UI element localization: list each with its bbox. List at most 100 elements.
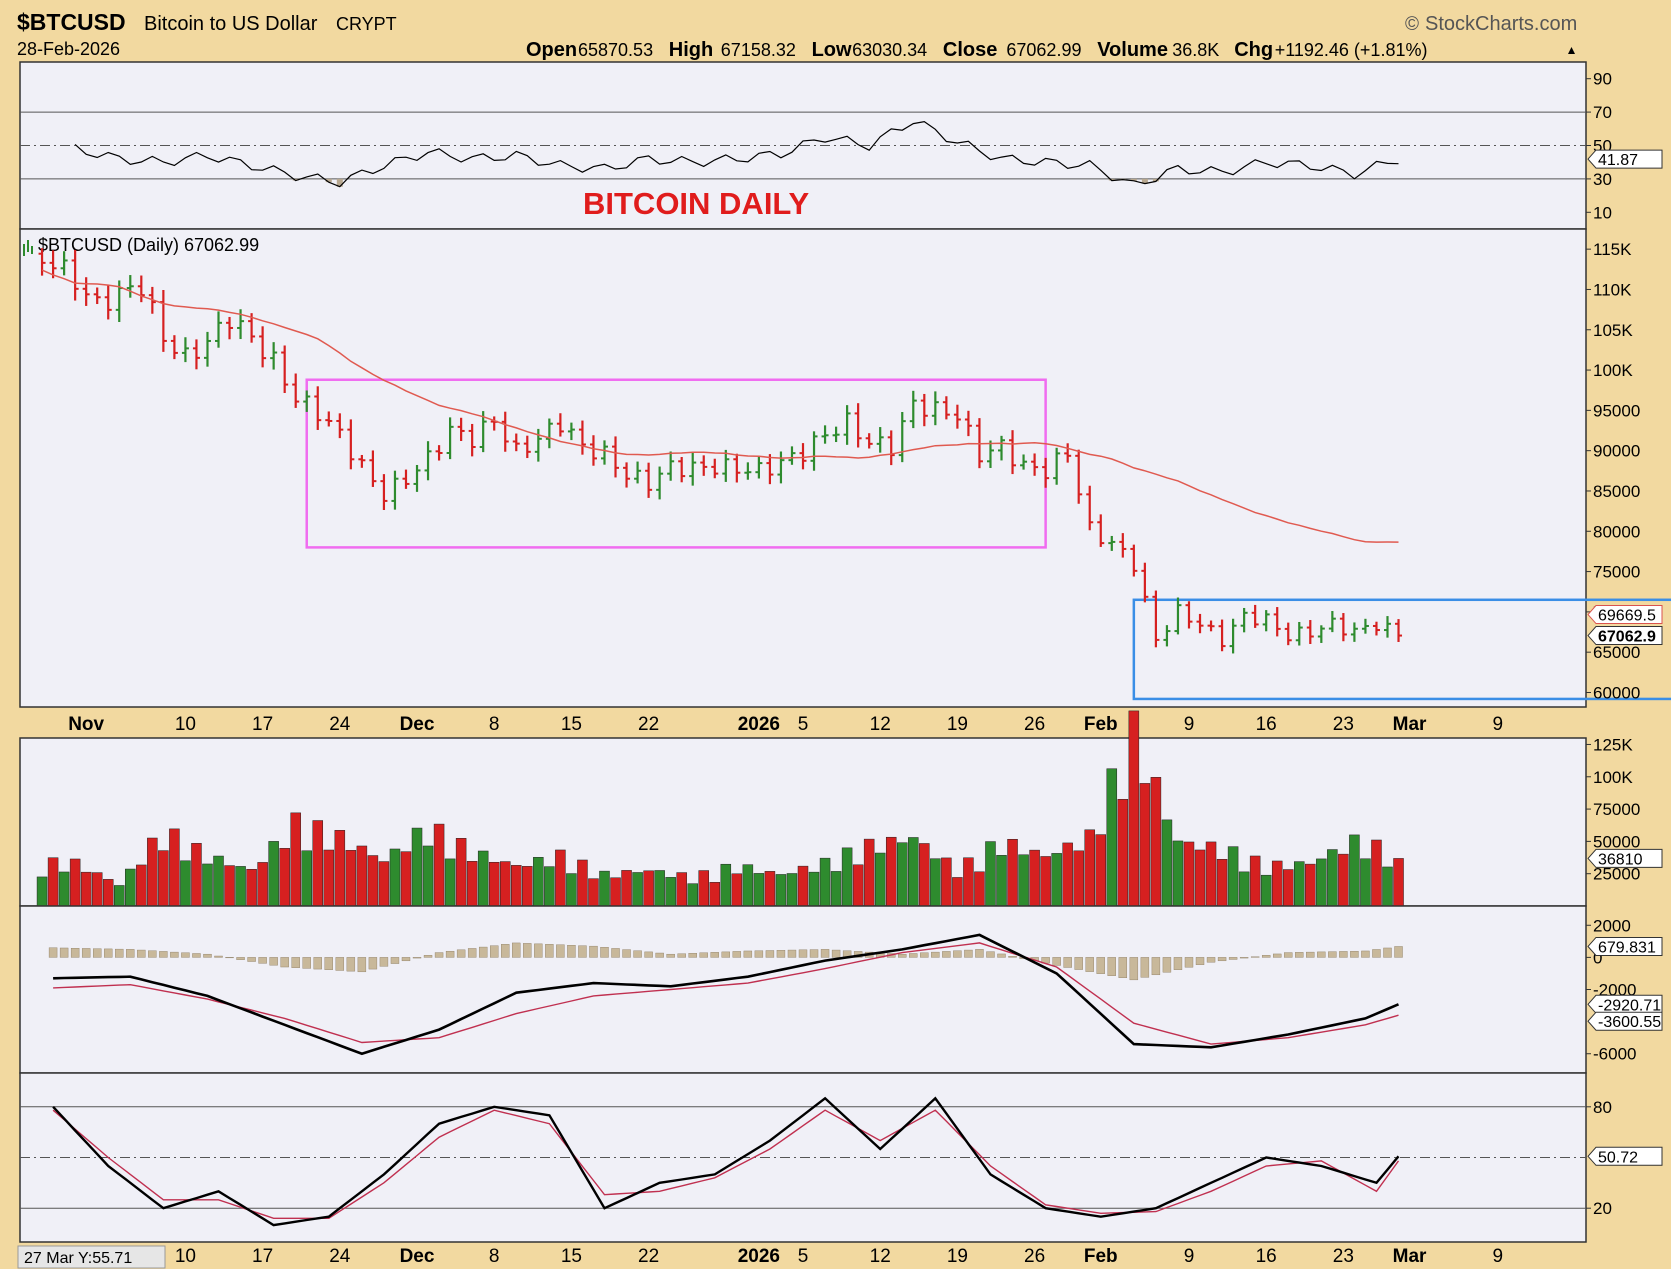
volume-bar	[257, 862, 268, 907]
macd-histogram-bar	[137, 949, 146, 958]
x-axis-label: 5	[798, 1246, 809, 1267]
volume-bar	[356, 845, 368, 907]
macd-panel: 2000 0 -2000 -6000 679.831 -2920.71-3600.55	[19, 905, 1663, 1074]
volume-bar	[643, 870, 654, 907]
volume-bar	[863, 838, 875, 907]
x-axis-label: Feb	[1084, 1246, 1118, 1267]
macd-histogram-bar	[644, 951, 653, 958]
volume-bar	[588, 878, 599, 907]
volume-bar	[147, 837, 158, 907]
volume-bar	[389, 848, 401, 907]
volume-bar	[797, 865, 809, 907]
stochastic-d-line	[52, 1109, 1400, 1219]
macd-tick-label: 0	[1593, 948, 1602, 967]
macd-signal-line	[53, 942, 1399, 1045]
macd-histogram-bar	[666, 953, 675, 958]
volume-bar	[819, 857, 831, 907]
volume-bar	[511, 865, 522, 907]
volume-bar	[610, 877, 621, 907]
volume-bar	[742, 864, 754, 907]
x-axis-label: Mar	[1393, 714, 1427, 735]
x-axis-label: 17	[252, 714, 273, 735]
x-axis-label: 16	[1256, 1246, 1277, 1267]
volume-bar	[69, 858, 81, 907]
x-axis-label: 23	[1333, 714, 1354, 735]
macd-histogram-bar	[831, 949, 841, 958]
macd-histogram-bar	[1350, 950, 1359, 958]
macd-histogram-bar	[743, 950, 753, 958]
volume-bar	[499, 861, 511, 907]
volume-bar	[919, 843, 930, 907]
macd-histogram-bar	[611, 948, 620, 958]
rsi-tick-label: 70	[1593, 103, 1612, 122]
macd-histogram-tag: 679.831	[1598, 939, 1656, 956]
macd-histogram-bar	[1184, 957, 1194, 968]
volume-bar	[235, 866, 246, 907]
volume-bar	[169, 828, 180, 907]
volume-bar	[158, 850, 169, 907]
price-tick-label: 80000	[1593, 522, 1640, 541]
macd-histogram-bar	[368, 957, 378, 970]
volume-bar	[533, 857, 544, 907]
quote-open-value: 65870.53	[578, 40, 653, 60]
volume-bar	[908, 837, 919, 907]
volume-tick-label: 100K	[1593, 768, 1633, 787]
macd-histogram-bar	[280, 957, 289, 968]
macd-histogram-bar	[1085, 957, 1094, 972]
macd-histogram-bar	[379, 957, 389, 967]
macd-histogram-bar	[622, 949, 631, 958]
volume-bar	[720, 863, 732, 907]
macd-histogram-bar	[655, 952, 664, 958]
x-axis-label: 22	[638, 714, 659, 735]
macd-signal-tag-box	[1587, 1011, 1663, 1031]
x-axis-label: Feb	[1084, 714, 1118, 735]
quote-close-label: Close	[943, 39, 997, 61]
volume-tick-label: 50000	[1593, 832, 1640, 851]
price-tick-label: 75000	[1593, 563, 1640, 582]
volume-bar	[433, 823, 445, 907]
x-axis-bottom: 0101724Dec8152220265121926Feb91623Mar9	[81, 1246, 1503, 1267]
volume-bar	[1216, 859, 1228, 907]
quote-chg-value: +1192.46 (+1.81%)	[1275, 40, 1428, 60]
quote-low-label: Low	[812, 39, 852, 61]
macd-histogram-bar	[48, 947, 58, 958]
macd-histogram-bar	[997, 953, 1006, 958]
bar-chart-icon	[23, 240, 33, 256]
macd-histogram-bar	[942, 951, 951, 958]
macd-histogram-bar	[820, 949, 830, 958]
price-tick-label: 90000	[1593, 442, 1640, 461]
quote-volume-label: Volume	[1097, 39, 1168, 61]
volume-tick-label: 25000	[1593, 865, 1640, 884]
macd-tick-label: -6000	[1593, 1045, 1636, 1064]
quote-volume-value: 36.8K	[1172, 40, 1219, 60]
price-panel: $BTCUSD (Daily) 67062.99 115K 110K 105K 100K…	[19, 228, 1671, 708]
chart-date: 28-Feb-2026	[17, 39, 120, 59]
volume-bar	[1271, 860, 1283, 907]
volume-bar	[1194, 849, 1206, 907]
macd-histogram-tag-box	[1587, 936, 1663, 956]
sma-value-tag: 69669.5	[1598, 608, 1656, 625]
volume-bar	[1183, 841, 1195, 907]
close-value-tag-box	[1587, 626, 1663, 646]
volume-bar	[974, 871, 985, 907]
stochastic-k-line	[52, 1096, 1400, 1227]
volume-bar	[1073, 850, 1084, 907]
macd-histogram-bar	[710, 952, 719, 958]
volume-bar	[1260, 874, 1272, 907]
volume-bar	[687, 883, 698, 907]
quote-open-label: Open	[526, 39, 577, 61]
macd-histogram-bar	[170, 951, 179, 958]
volume-bar	[1172, 840, 1184, 907]
stochastic-value-tag: 50.72	[1598, 1149, 1638, 1166]
volume-bar	[268, 841, 279, 907]
volume-bar	[378, 861, 390, 907]
macd-histogram-bar	[1239, 957, 1249, 959]
macd-histogram-bar	[1217, 957, 1227, 962]
x-axis-label: 10	[175, 1246, 196, 1267]
volume-bar	[930, 858, 941, 907]
volume-bar	[1305, 863, 1316, 907]
volume-bar	[753, 873, 765, 907]
macd-histogram-bar	[236, 957, 245, 960]
volume-bar	[709, 882, 721, 907]
